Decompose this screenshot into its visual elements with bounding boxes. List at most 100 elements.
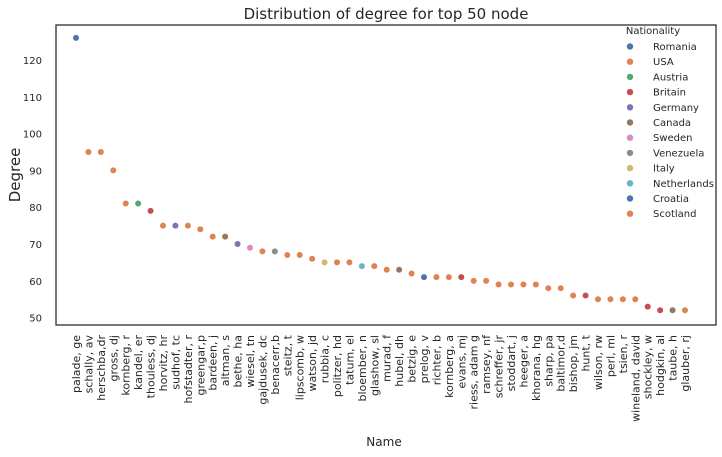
legend-marker <box>626 180 634 187</box>
data-point <box>85 148 92 155</box>
x-tick-label: glauber, rj <box>679 335 692 392</box>
x-tick-label: schally, av <box>82 335 95 394</box>
y-axis-label: Degree <box>6 148 24 203</box>
x-tick-label: herschba,dr <box>95 335 108 401</box>
y-tick-label: 80 <box>29 203 42 214</box>
x-axis-label: Name <box>366 435 401 449</box>
data-point <box>508 281 514 288</box>
y-tick-label: 110 <box>23 93 42 104</box>
data-point <box>619 296 626 303</box>
x-tick-label: betzig, e <box>406 335 419 383</box>
data-point <box>657 307 664 314</box>
x-tick-label: perl, ml <box>604 335 617 377</box>
data-point <box>135 200 142 207</box>
data-point <box>445 274 452 281</box>
plot-frame <box>55 24 717 326</box>
legend-marker <box>626 58 634 65</box>
data-point <box>222 233 229 240</box>
legend-label: Sweden <box>653 133 693 144</box>
data-point <box>172 222 179 229</box>
legend-label: Romania <box>653 42 697 53</box>
x-tick-label: horvitz, hr <box>157 335 170 392</box>
data-point <box>147 207 154 214</box>
legend-label: Canada <box>653 118 691 129</box>
x-tick-label: altman, s <box>219 335 232 387</box>
legend-label: USA <box>653 57 674 68</box>
x-tick-label: taube, h <box>667 335 680 381</box>
x-tick-label: ramsey, nf <box>480 334 493 394</box>
x-tick-label: hodgkin, al <box>654 335 667 396</box>
data-point <box>334 259 340 266</box>
x-tick-label: heeger, a <box>517 335 530 388</box>
data-point <box>408 270 415 277</box>
data-point <box>209 233 216 240</box>
legend-marker <box>626 149 634 157</box>
x-tick-label: bethe, ha <box>232 335 245 388</box>
x-tick-label: baltimor,d <box>555 335 568 392</box>
legend-marker <box>626 210 634 217</box>
x-tick-label: kornberg, a <box>443 335 456 398</box>
y-tick-label: 90 <box>29 166 42 177</box>
data-point <box>557 285 564 292</box>
data-point <box>383 266 390 273</box>
data-point <box>570 292 577 299</box>
data-point <box>421 274 427 281</box>
data-point <box>197 226 204 233</box>
legend-label: Austria <box>653 72 688 83</box>
x-tick-label: hunt, t <box>580 334 593 371</box>
data-point <box>296 252 303 259</box>
x-tick-label: lipscomb, w <box>294 335 307 400</box>
legend-items: Romania USA Austria Britain Germany Canada Swe… <box>626 42 714 220</box>
data-point <box>234 241 241 248</box>
data-point <box>247 244 253 251</box>
x-tick-label: hofstadter, r <box>182 335 195 404</box>
x-tick-label: prelog, v <box>418 335 431 384</box>
data-point <box>73 34 79 41</box>
x-tick-label: politzer, hd <box>331 335 344 397</box>
data-points <box>73 34 688 314</box>
data-point <box>682 307 688 314</box>
legend-label: Britain <box>653 88 686 99</box>
x-tick-label: tsien, r <box>617 335 630 374</box>
x-tick-label: schreffer, jr <box>493 335 506 399</box>
x-tick-label: hubel, dh <box>393 335 406 387</box>
x-tick-label: wilson, rw <box>592 335 605 390</box>
x-axis-ticks: palade, ge schally, av herschba,dr gross, d… <box>70 334 692 422</box>
data-point <box>607 296 614 303</box>
data-point <box>259 248 266 255</box>
x-tick-label: greengar,p <box>194 335 207 396</box>
x-tick-label: sudhof, tc <box>169 335 182 390</box>
y-tick-label: 50 <box>29 314 42 325</box>
data-point <box>545 285 552 292</box>
legend-marker <box>626 119 634 126</box>
data-point <box>358 263 365 270</box>
x-tick-label: richter, b <box>430 335 443 385</box>
x-tick-label: palade, ge <box>70 335 83 393</box>
x-tick-label: shockley, w <box>642 335 655 399</box>
data-point <box>644 303 651 310</box>
x-tick-label: kandel, er <box>132 335 145 390</box>
legend: Nationality Romania USA Austria Britain Germ… <box>626 26 714 220</box>
data-point <box>371 263 378 270</box>
legend-marker <box>626 134 634 141</box>
x-tick-label: benacerr,b <box>269 335 282 395</box>
legend-label: Italy <box>653 164 675 175</box>
data-point <box>271 248 278 255</box>
legend-marker <box>626 73 634 81</box>
data-point <box>122 200 129 207</box>
x-tick-label: stoddart, j <box>505 335 518 391</box>
legend-marker <box>626 164 634 172</box>
data-point <box>396 266 403 273</box>
data-point <box>669 307 676 314</box>
x-tick-label: wiesel, tn <box>244 335 257 388</box>
x-tick-label: gajdusek, dc <box>256 335 269 405</box>
y-tick-label: 120 <box>23 56 42 67</box>
x-tick-label: steitz, t <box>281 334 294 376</box>
data-point <box>495 281 502 288</box>
x-tick-label: sharp, pa <box>542 335 555 387</box>
legend-title: Nationality <box>626 26 680 37</box>
data-point <box>433 274 440 281</box>
data-point <box>483 277 490 284</box>
x-tick-label: bardeen, j <box>207 335 220 391</box>
y-tick-label: 100 <box>23 130 42 141</box>
